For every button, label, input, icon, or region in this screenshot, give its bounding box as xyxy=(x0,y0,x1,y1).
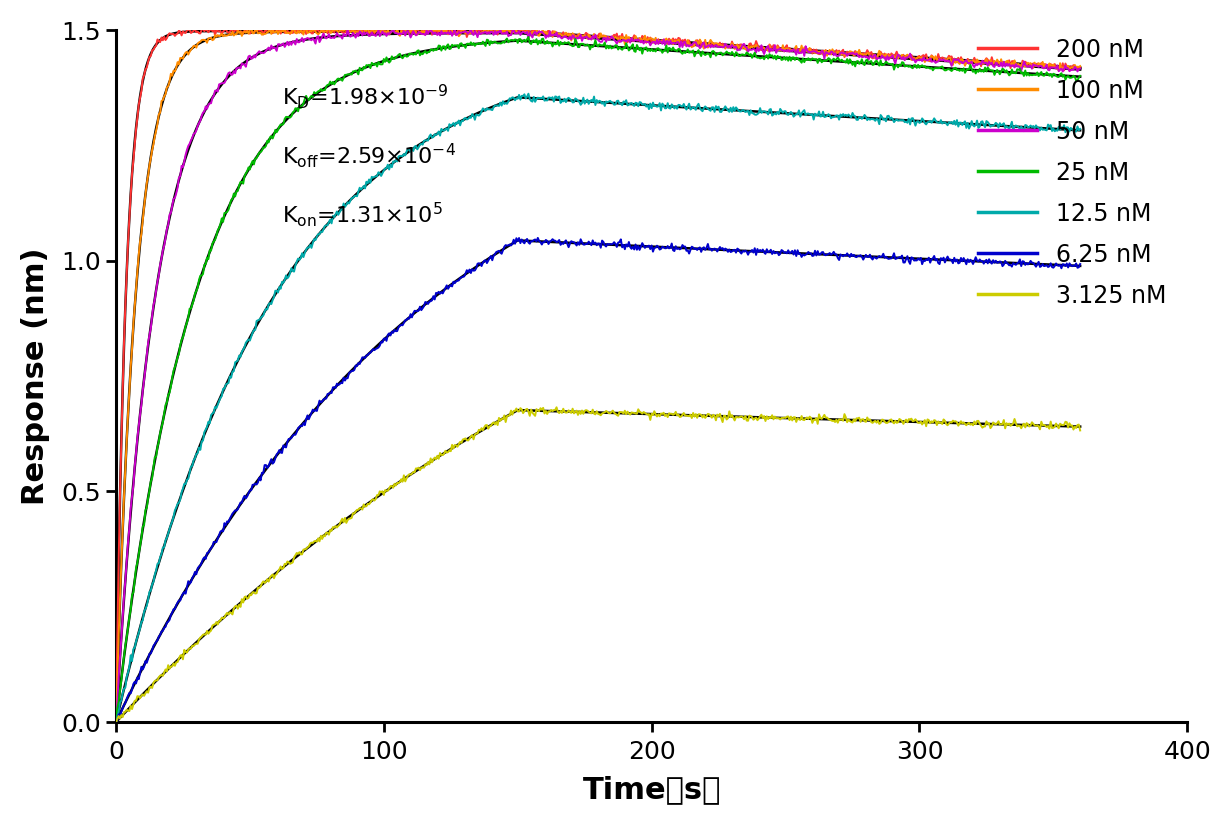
Legend: 200 nM, 100 nM, 50 nM, 25 nM, 12.5 nM, 6.25 nM, 3.125 nM: 200 nM, 100 nM, 50 nM, 25 nM, 12.5 nM, 6… xyxy=(968,28,1175,317)
Text: K$_\mathrm{D}$=1.98×10$^{-9}$: K$_\mathrm{D}$=1.98×10$^{-9}$ xyxy=(282,82,448,111)
X-axis label: Time（s）: Time（s） xyxy=(583,776,721,804)
Text: K$_\mathrm{on}$=1.31×10$^{5}$: K$_\mathrm{on}$=1.31×10$^{5}$ xyxy=(282,200,442,229)
Y-axis label: Response (nm): Response (nm) xyxy=(21,248,49,505)
Text: K$_\mathrm{off}$=2.59×10$^{-4}$: K$_\mathrm{off}$=2.59×10$^{-4}$ xyxy=(282,141,456,170)
